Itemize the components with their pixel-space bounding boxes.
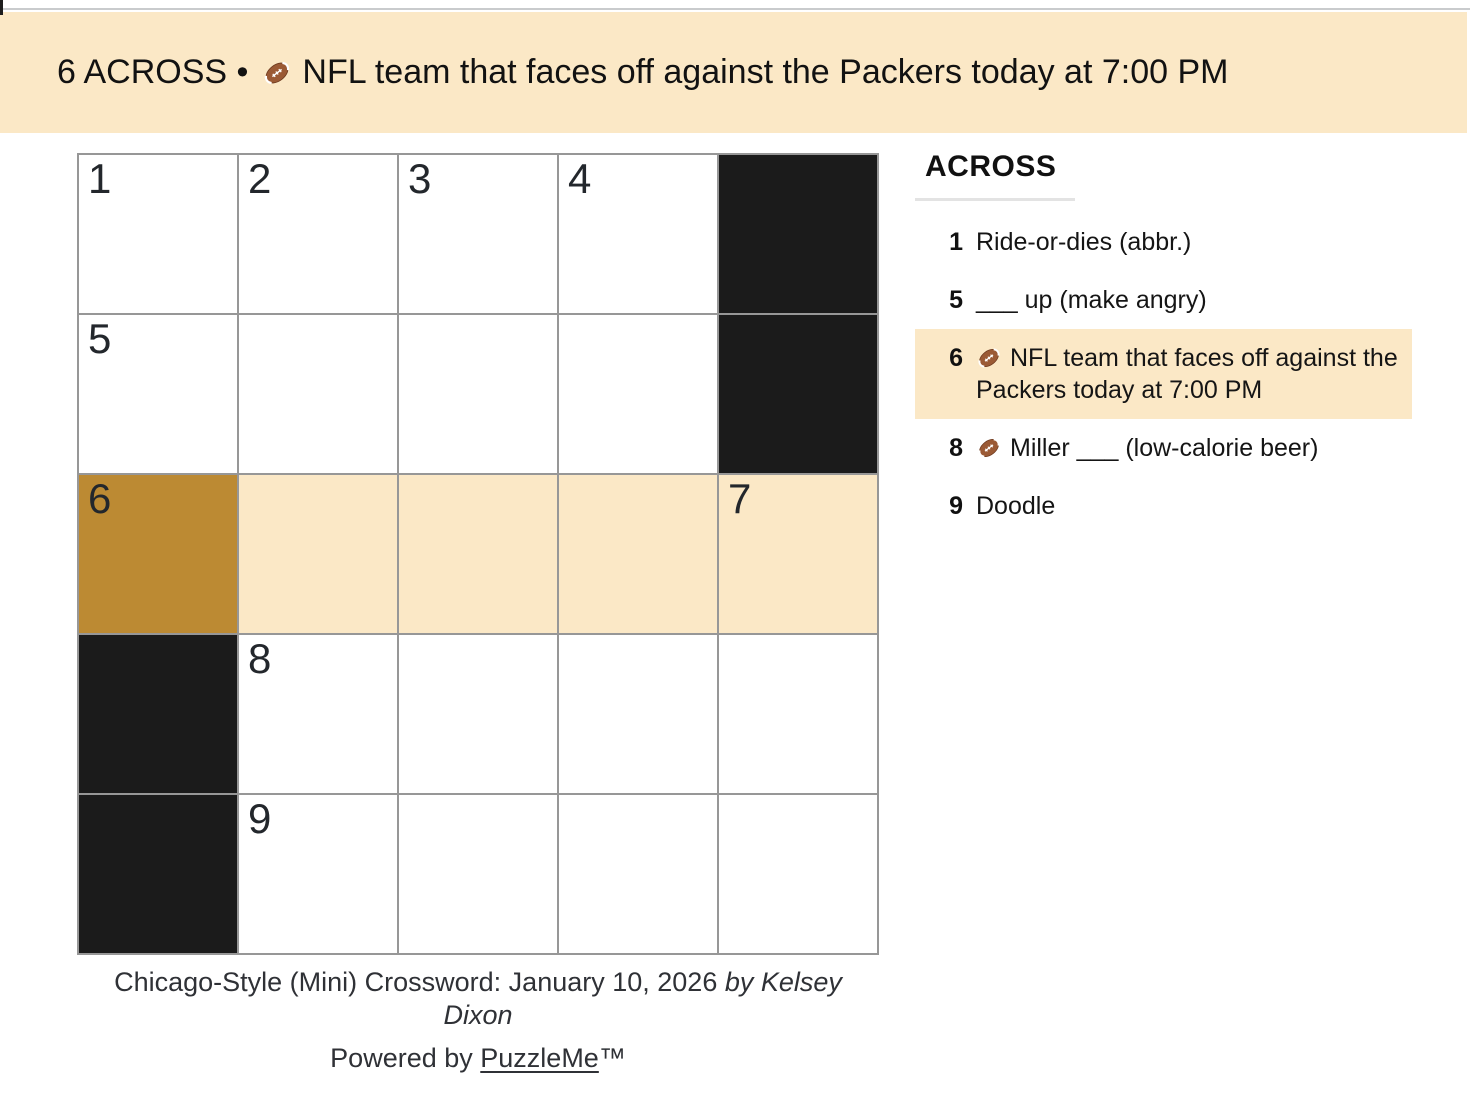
left-edge-tick bbox=[0, 0, 3, 15]
clue-number: 1 bbox=[949, 228, 963, 256]
clue-text: Miller ___ (low-calorie beer) bbox=[976, 432, 1412, 464]
current-clue-prefix: 6 ACROSS • bbox=[57, 53, 249, 92]
crossword-grid[interactable]: 1 2 3 4 5 6 7 8 9 bbox=[77, 153, 879, 955]
clue-number: 5 bbox=[949, 286, 963, 314]
grid-cell[interactable] bbox=[399, 475, 557, 633]
cell-number: 4 bbox=[568, 155, 592, 202]
clue-number: 8 bbox=[949, 434, 963, 462]
trademark-symbol: ™ bbox=[598, 1043, 626, 1073]
clue-panel: ACROSS 1 Ride-or-dies (abbr.) 5 ___ up (… bbox=[915, 150, 1412, 535]
top-chrome-strip bbox=[0, 0, 1470, 10]
grid-cell[interactable] bbox=[559, 635, 717, 793]
clue-row-6[interactable]: 6 NFL team that faces off against the Pa… bbox=[915, 329, 1412, 419]
clue-row-9[interactable]: 9 Doodle bbox=[915, 477, 1412, 535]
grid-cell[interactable]: 9 bbox=[239, 795, 397, 953]
puzzle-byline: by Kelsey Dixon bbox=[443, 967, 842, 1030]
clue-text: ___ up (make angry) bbox=[976, 286, 1207, 314]
grid-cell[interactable] bbox=[399, 795, 557, 953]
puzzle-title: Chicago-Style (Mini) Crossword: January … bbox=[114, 967, 718, 997]
across-clue-list: 1 Ride-or-dies (abbr.) 5 ___ up (make an… bbox=[915, 213, 1412, 535]
grid-cell[interactable]: 5 bbox=[79, 315, 237, 473]
cell-number: 9 bbox=[248, 795, 272, 842]
puzzleme-link[interactable]: PuzzleMe bbox=[480, 1043, 599, 1073]
grid-cell[interactable] bbox=[399, 635, 557, 793]
grid-cell[interactable]: 6 bbox=[79, 475, 237, 633]
grid-cell[interactable]: 2 bbox=[239, 155, 397, 313]
grid-cell bbox=[719, 315, 877, 473]
cell-number: 6 bbox=[88, 475, 112, 522]
clue-text: Ride-or-dies (abbr.) bbox=[976, 228, 1192, 256]
grid-cell[interactable]: 7 bbox=[719, 475, 877, 633]
grid-cell[interactable] bbox=[239, 315, 397, 473]
clue-row-1[interactable]: 1 Ride-or-dies (abbr.) bbox=[915, 213, 1412, 271]
grid-cell[interactable]: 3 bbox=[399, 155, 557, 313]
cell-number: 3 bbox=[408, 155, 432, 202]
current-clue-text: NFL team that faces off against the Pack… bbox=[302, 53, 1229, 92]
clue-row-5[interactable]: 5 ___ up (make angry) bbox=[915, 271, 1412, 329]
clue-text: Doodle bbox=[976, 492, 1056, 520]
grid-cell[interactable] bbox=[559, 795, 717, 953]
clue-number: 6 bbox=[949, 344, 963, 372]
football-icon bbox=[262, 58, 292, 88]
grid-cell bbox=[719, 155, 877, 313]
cell-number: 1 bbox=[88, 155, 112, 202]
current-clue-banner[interactable]: 6 ACROSS • NFL team that faces off again… bbox=[0, 12, 1467, 133]
across-header: ACROSS bbox=[925, 150, 1057, 183]
clue-number: 9 bbox=[949, 492, 963, 520]
grid-cell[interactable] bbox=[559, 475, 717, 633]
cell-number: 7 bbox=[728, 475, 752, 522]
football-icon bbox=[976, 435, 1002, 461]
across-header-divider bbox=[915, 198, 1075, 201]
grid-cell[interactable] bbox=[719, 635, 877, 793]
clue-text: NFL team that faces off against the Pack… bbox=[976, 344, 1398, 404]
grid-cell[interactable] bbox=[719, 795, 877, 953]
grid-cell[interactable]: 8 bbox=[239, 635, 397, 793]
cell-number: 5 bbox=[88, 315, 112, 362]
powered-by-line: Powered by PuzzleMe™ bbox=[330, 1043, 626, 1073]
puzzle-caption: Chicago-Style (Mini) Crossword: January … bbox=[77, 966, 879, 1075]
clue-row-8[interactable]: 8 Miller ___ (low-calorie beer) bbox=[915, 419, 1412, 477]
cell-number: 8 bbox=[248, 635, 272, 682]
grid-cell[interactable]: 1 bbox=[79, 155, 237, 313]
grid-cell bbox=[79, 795, 237, 953]
grid-cell[interactable]: 4 bbox=[559, 155, 717, 313]
cell-number: 2 bbox=[248, 155, 272, 202]
grid-cell[interactable] bbox=[239, 475, 397, 633]
football-icon bbox=[976, 345, 1002, 371]
grid-cell[interactable] bbox=[559, 315, 717, 473]
grid-cell bbox=[79, 635, 237, 793]
grid-cell[interactable] bbox=[399, 315, 557, 473]
